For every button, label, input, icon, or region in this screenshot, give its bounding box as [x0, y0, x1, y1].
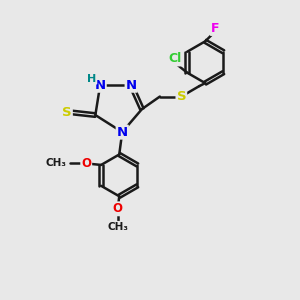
Text: F: F	[211, 22, 219, 35]
Text: N: N	[126, 79, 137, 92]
Text: CH₃: CH₃	[46, 158, 67, 168]
Text: Cl: Cl	[169, 52, 182, 65]
Text: N: N	[117, 126, 128, 139]
Text: H: H	[87, 74, 96, 84]
Text: CH₃: CH₃	[107, 222, 128, 232]
Text: S: S	[62, 106, 72, 118]
Text: O: O	[113, 202, 123, 215]
Text: S: S	[176, 90, 186, 103]
Text: N: N	[94, 79, 106, 92]
Text: O: O	[81, 157, 91, 170]
